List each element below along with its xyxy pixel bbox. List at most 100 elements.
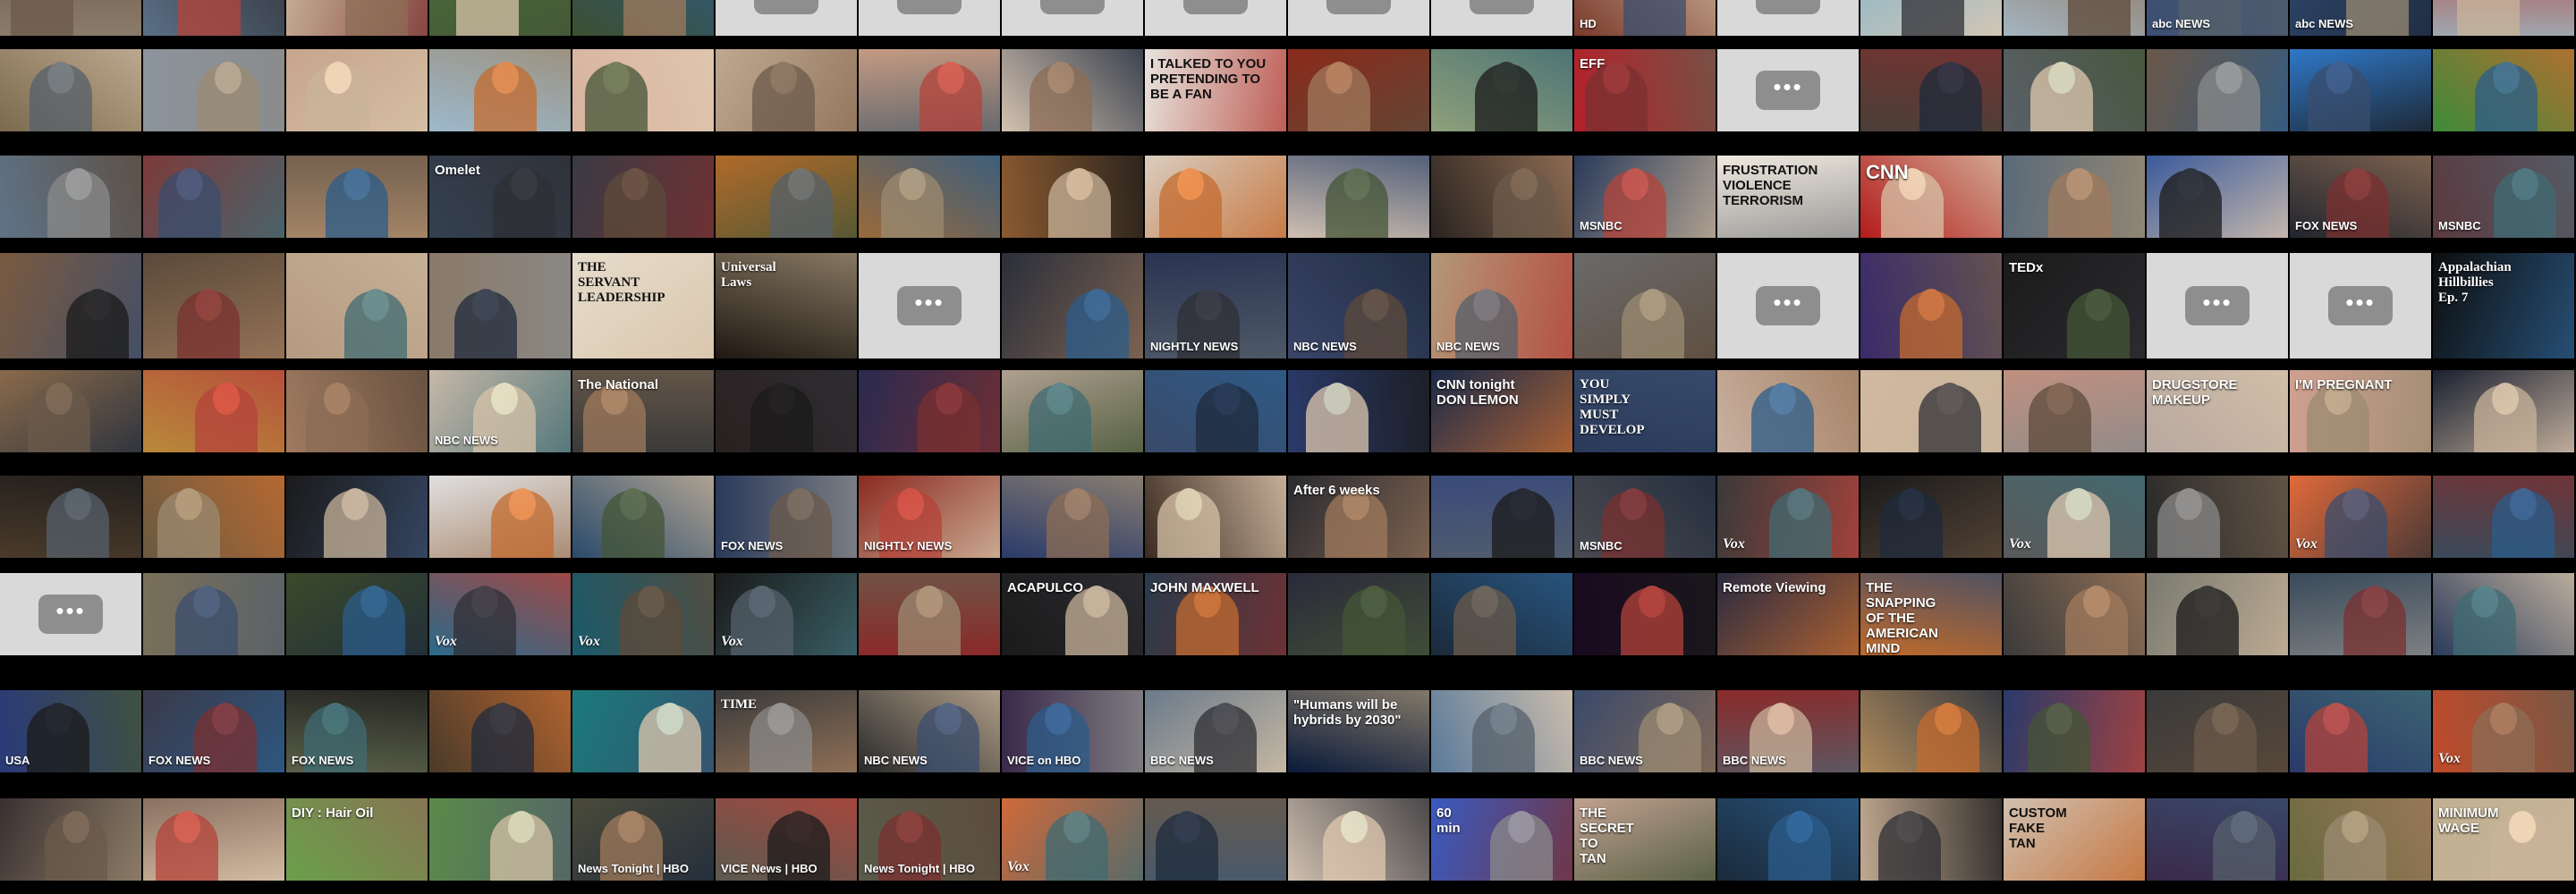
video-thumbnail[interactable]: NIGHTLY NEWS (859, 476, 1000, 558)
video-thumbnail[interactable] (143, 476, 284, 558)
video-thumbnail[interactable] (1288, 370, 1429, 452)
video-thumbnail[interactable]: CNN (1860, 156, 2002, 238)
video-thumbnail[interactable]: News Tonight | HBO (859, 798, 1000, 881)
video-thumbnail[interactable]: I TALKED TO YOU PRETENDING TO BE A FAN (1145, 49, 1286, 131)
video-thumbnail[interactable]: Universal Laws (716, 253, 857, 358)
video-thumbnail[interactable] (1431, 573, 1572, 655)
video-thumbnail[interactable] (2433, 370, 2574, 452)
video-thumbnail[interactable] (859, 49, 1000, 131)
video-thumbnail[interactable] (1002, 370, 1143, 452)
video-thumbnail[interactable] (0, 0, 141, 36)
video-thumbnail[interactable]: BBC NEWS (1145, 690, 1286, 772)
video-thumbnail[interactable] (429, 476, 571, 558)
video-thumbnail[interactable] (2147, 798, 2288, 881)
video-thumbnail[interactable] (1860, 690, 2002, 772)
video-thumbnail[interactable] (859, 156, 1000, 238)
thumbnail-placeholder[interactable]: ••• (716, 0, 857, 36)
video-thumbnail[interactable] (1288, 573, 1429, 655)
video-thumbnail[interactable] (1288, 49, 1429, 131)
video-thumbnail[interactable]: FOX NEWS (716, 476, 857, 558)
video-thumbnail[interactable]: FOX NEWS (143, 690, 284, 772)
video-thumbnail[interactable] (2433, 49, 2574, 131)
video-thumbnail[interactable]: HD (1574, 0, 1716, 36)
video-thumbnail[interactable] (2147, 476, 2288, 558)
video-thumbnail[interactable] (0, 49, 141, 131)
video-thumbnail[interactable] (1860, 253, 2002, 358)
thumbnail-placeholder[interactable]: ••• (1717, 0, 1859, 36)
video-thumbnail[interactable] (2290, 49, 2431, 131)
video-thumbnail[interactable]: After 6 weeks (1288, 476, 1429, 558)
video-thumbnail[interactable] (286, 573, 428, 655)
video-thumbnail[interactable] (0, 476, 141, 558)
video-thumbnail[interactable]: MSNBC (2433, 156, 2574, 238)
video-thumbnail[interactable] (1002, 476, 1143, 558)
video-thumbnail[interactable]: Appalachian Hillbillies Ep. 7 (2433, 253, 2574, 358)
video-thumbnail[interactable]: USA (0, 690, 141, 772)
video-thumbnail[interactable]: DRUGSTORE MAKEUP (2147, 370, 2288, 452)
thumbnail-placeholder[interactable]: ••• (1717, 49, 1859, 131)
video-thumbnail[interactable] (1288, 798, 1429, 881)
video-thumbnail[interactable] (143, 0, 284, 36)
video-thumbnail[interactable] (143, 573, 284, 655)
video-thumbnail[interactable] (143, 798, 284, 881)
video-thumbnail[interactable] (143, 370, 284, 452)
video-thumbnail[interactable]: THE SECRET TO TAN (1574, 798, 1716, 881)
video-thumbnail[interactable] (1431, 156, 1572, 238)
video-thumbnail[interactable]: Vox (2290, 476, 2431, 558)
video-thumbnail[interactable] (0, 156, 141, 238)
video-thumbnail[interactable]: MSNBC (1574, 156, 1716, 238)
video-thumbnail[interactable] (1860, 0, 2002, 36)
video-thumbnail[interactable]: Remote Viewing (1717, 573, 1859, 655)
video-thumbnail[interactable]: NBC NEWS (1288, 253, 1429, 358)
video-thumbnail[interactable] (572, 476, 714, 558)
video-thumbnail[interactable] (2004, 0, 2145, 36)
video-thumbnail[interactable]: "Humans will be hybrids by 2030" (1288, 690, 1429, 772)
thumbnail-placeholder[interactable]: ••• (1431, 0, 1572, 36)
video-thumbnail[interactable] (2433, 573, 2574, 655)
video-thumbnail[interactable] (1860, 798, 2002, 881)
video-thumbnail[interactable] (716, 370, 857, 452)
video-thumbnail[interactable]: VICE on HBO (1002, 690, 1143, 772)
video-thumbnail[interactable]: NBC NEWS (1431, 253, 1572, 358)
video-thumbnail[interactable] (286, 49, 428, 131)
video-thumbnail[interactable] (716, 49, 857, 131)
thumbnail-placeholder[interactable]: ••• (1145, 0, 1286, 36)
video-thumbnail[interactable] (1002, 253, 1143, 358)
video-thumbnail[interactable]: Vox (1717, 476, 1859, 558)
video-thumbnail[interactable] (572, 690, 714, 772)
video-thumbnail[interactable] (286, 253, 428, 358)
video-thumbnail[interactable]: Vox (572, 573, 714, 655)
thumbnail-placeholder[interactable]: ••• (859, 0, 1000, 36)
thumbnail-placeholder[interactable]: ••• (859, 253, 1000, 358)
video-thumbnail[interactable] (2004, 690, 2145, 772)
video-thumbnail[interactable]: FOX NEWS (2290, 156, 2431, 238)
video-thumbnail[interactable] (2004, 49, 2145, 131)
video-thumbnail[interactable] (0, 370, 141, 452)
video-thumbnail[interactable] (1145, 798, 1286, 881)
video-thumbnail[interactable] (572, 0, 714, 36)
video-thumbnail[interactable] (143, 253, 284, 358)
video-thumbnail[interactable] (1002, 156, 1143, 238)
video-thumbnail[interactable]: CUSTOM FAKE TAN (2004, 798, 2145, 881)
video-thumbnail[interactable] (572, 49, 714, 131)
video-thumbnail[interactable]: abc NEWS (2147, 0, 2288, 36)
video-thumbnail[interactable] (1145, 156, 1286, 238)
video-thumbnail[interactable] (859, 370, 1000, 452)
video-thumbnail[interactable]: I'M PREGNANT (2290, 370, 2431, 452)
video-thumbnail[interactable] (2147, 573, 2288, 655)
video-thumbnail[interactable] (572, 156, 714, 238)
video-thumbnail[interactable] (0, 253, 141, 358)
video-thumbnail[interactable] (2290, 573, 2431, 655)
video-thumbnail[interactable] (716, 156, 857, 238)
video-thumbnail[interactable]: DIY : Hair Oil (286, 798, 428, 881)
video-thumbnail[interactable] (286, 0, 428, 36)
thumbnail-placeholder[interactable]: ••• (2290, 253, 2431, 358)
video-thumbnail[interactable] (2004, 573, 2145, 655)
video-thumbnail[interactable] (1574, 573, 1716, 655)
video-thumbnail[interactable]: JOHN MAXWELL (1145, 573, 1286, 655)
video-thumbnail[interactable] (2147, 690, 2288, 772)
video-thumbnail[interactable] (859, 573, 1000, 655)
thumbnail-placeholder[interactable]: ••• (1288, 0, 1429, 36)
video-thumbnail[interactable]: Vox (2433, 690, 2574, 772)
video-thumbnail[interactable]: NBC NEWS (429, 370, 571, 452)
